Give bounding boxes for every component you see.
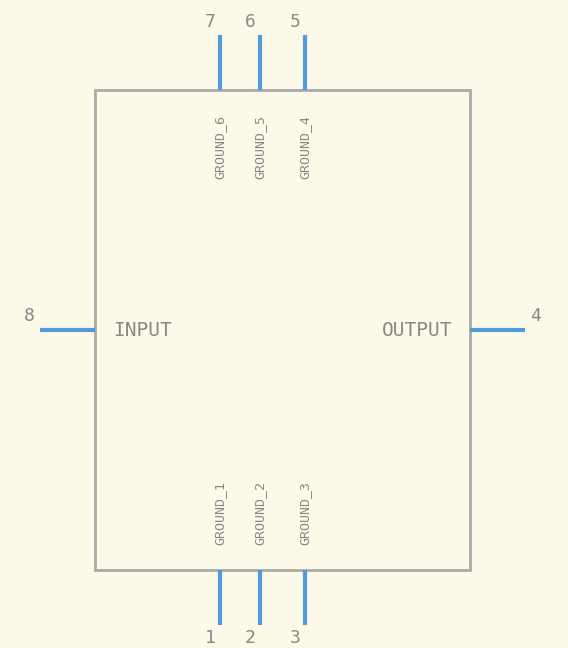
Text: 2: 2 <box>245 629 256 647</box>
Text: GROUND_3: GROUND_3 <box>299 481 311 545</box>
Text: GROUND_5: GROUND_5 <box>253 115 266 179</box>
Text: GROUND_2: GROUND_2 <box>253 481 266 545</box>
Text: GROUND_6: GROUND_6 <box>214 115 227 179</box>
Text: 8: 8 <box>24 307 35 325</box>
Bar <box>95 90 470 570</box>
Text: GROUND_1: GROUND_1 <box>214 481 227 545</box>
Text: 7: 7 <box>205 13 216 31</box>
Text: INPUT: INPUT <box>113 321 172 340</box>
Text: 5: 5 <box>290 13 301 31</box>
Text: GROUND_4: GROUND_4 <box>299 115 311 179</box>
Text: 1: 1 <box>205 629 216 647</box>
Text: 4: 4 <box>530 307 541 325</box>
Text: 6: 6 <box>245 13 256 31</box>
Text: 3: 3 <box>290 629 301 647</box>
Text: OUTPUT: OUTPUT <box>382 321 452 340</box>
